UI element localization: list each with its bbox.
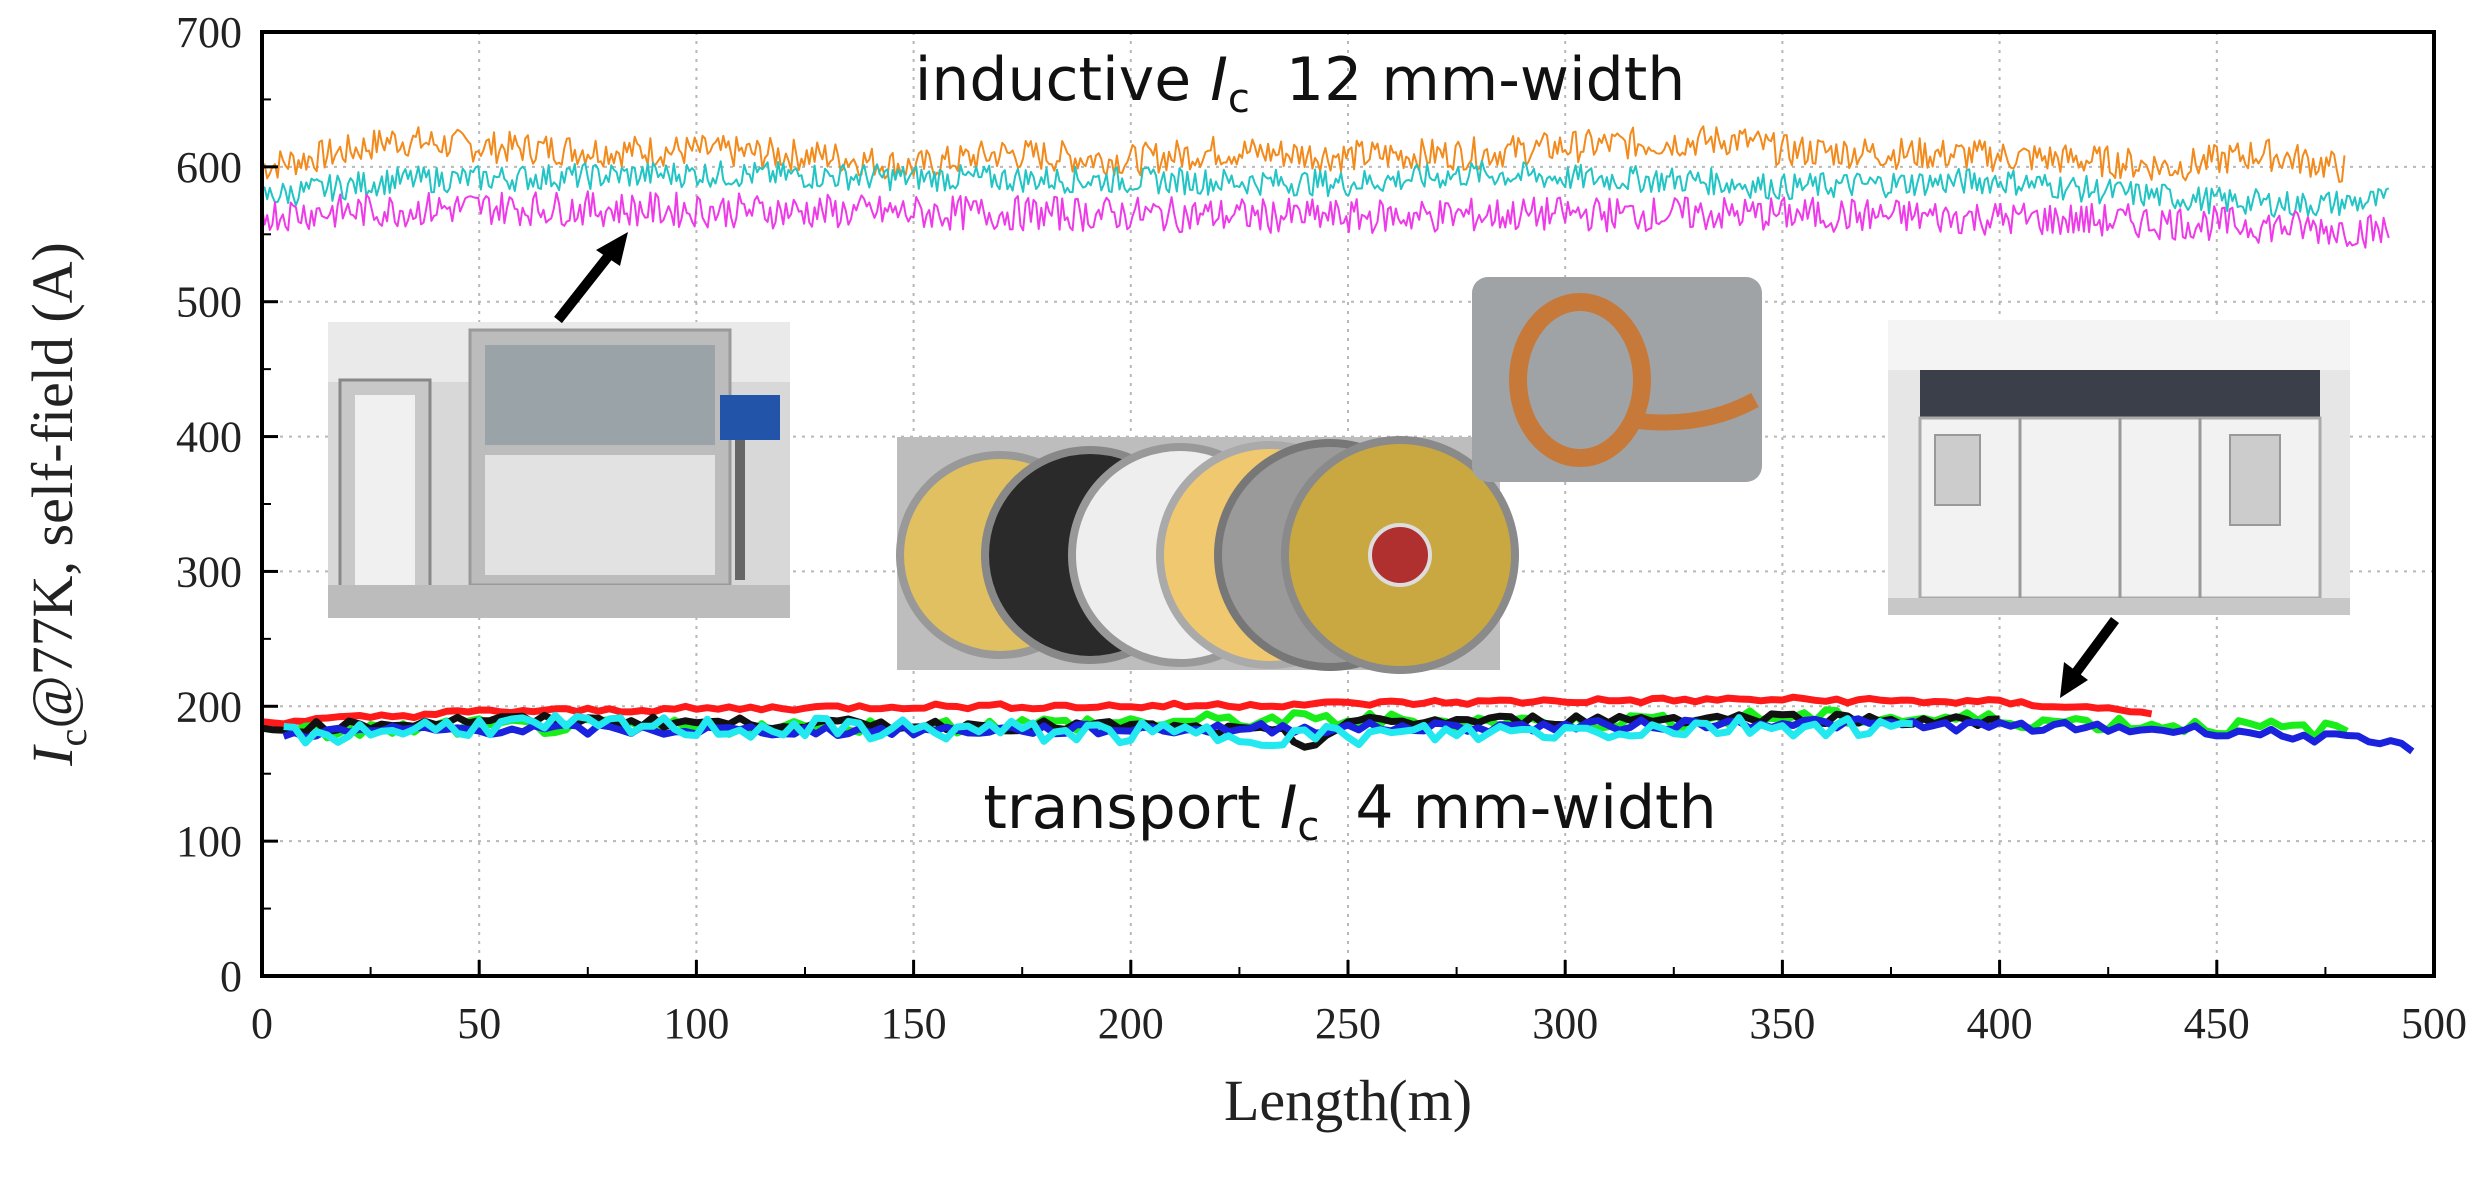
x-tick-label: 400 (1967, 999, 2033, 1048)
x-tick-label: 200 (1098, 999, 1164, 1048)
transport-series-group (261, 693, 2415, 755)
x-tick-label: 0 (251, 999, 273, 1048)
y-tick-label: 100 (176, 817, 242, 866)
axis-tick-labels: 0 50 100 150 200 250 300 350 400 450 500 0 100 200 300… (176, 8, 2467, 1048)
x-tick-label: 500 (2401, 999, 2467, 1048)
x-tick-label: 450 (2184, 999, 2250, 1048)
series-line (261, 693, 2153, 728)
x-tick-label: 100 (663, 999, 729, 1048)
x-tick-label: 350 (1749, 999, 1815, 1048)
inductive-series-group (261, 125, 2390, 249)
y-tick-label: 600 (176, 143, 242, 192)
inductive-measurement-machine-photo (328, 322, 790, 618)
x-tick-label: 50 (457, 999, 501, 1048)
series-line (261, 159, 2390, 218)
y-tick-label: 400 (176, 413, 242, 462)
arrow-to-inductive-curve (554, 250, 614, 324)
copper-tape-roll-photo (1472, 277, 1762, 482)
axis-ticks (260, 30, 2436, 978)
arrow-head-bottom (2060, 662, 2088, 698)
transport-measurement-cabinet-photo (1888, 320, 2350, 615)
series-line (261, 190, 2390, 249)
x-tick-label: 250 (1315, 999, 1381, 1048)
arrow-to-transport-curve (2070, 617, 2120, 677)
y-axis-title: Ic@77K, self-field (A) (20, 242, 95, 767)
annotation-transport: transport Ic 4 mm-width (983, 773, 1716, 850)
x-axis-title: Length(m) (1224, 1068, 1472, 1133)
x-tick-label: 300 (1532, 999, 1598, 1048)
x-tick-label: 150 (881, 999, 947, 1048)
series-line (283, 711, 1913, 750)
y-tick-label: 200 (176, 682, 242, 731)
arrow-head-top (596, 232, 628, 266)
tape-spools-photo (896, 436, 1519, 674)
y-tick-label: 500 (176, 278, 242, 327)
series-line (261, 125, 2346, 183)
y-tick-label: 300 (176, 547, 242, 596)
y-tick-label: 700 (176, 8, 242, 57)
y-tick-label: 0 (220, 952, 242, 1001)
annotation-inductive: inductive Ic 12 mm-width (915, 45, 1686, 122)
